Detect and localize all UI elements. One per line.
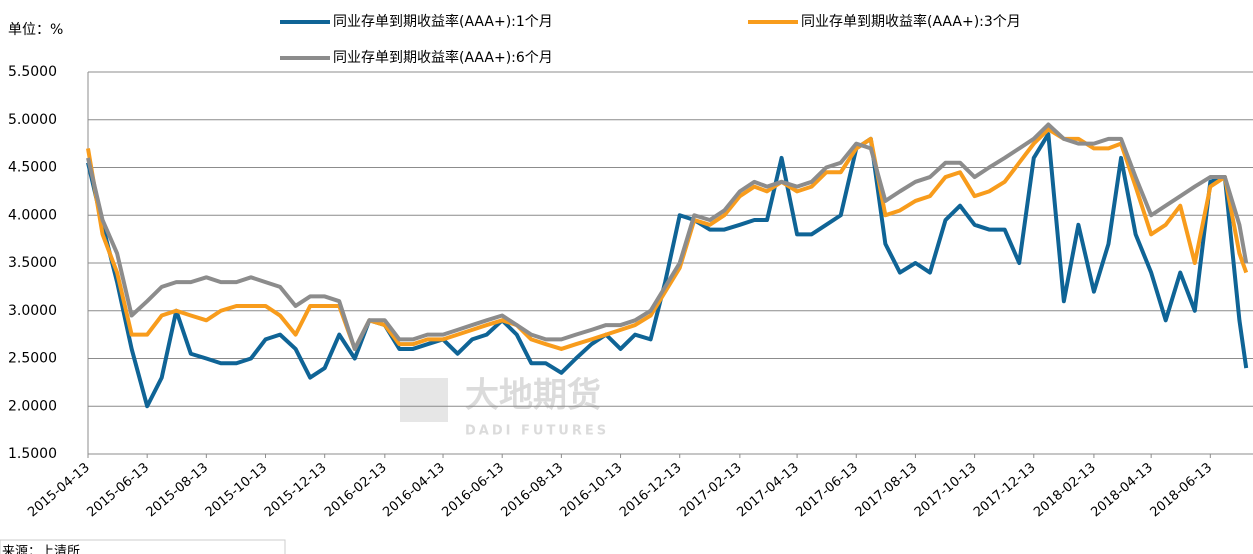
y-tick-label: 2.5000	[8, 351, 57, 367]
x-tick-label: 2018-04-13	[1088, 460, 1156, 520]
x-tick-label: 2015-08-13	[144, 460, 212, 520]
x-tick-label: 2017-08-13	[853, 460, 921, 520]
x-tick-label: 2017-04-13	[734, 460, 802, 520]
source-box	[0, 539, 286, 554]
x-tick-label: 2016-04-13	[380, 460, 448, 520]
y-tick-label: 5.5000	[8, 64, 57, 80]
x-tick-label: 2016-02-13	[322, 460, 390, 520]
y-tick-label: 4.0000	[8, 207, 57, 223]
x-tick-label: 2017-02-13	[677, 460, 745, 520]
unit-label: 单位：%	[8, 22, 63, 38]
x-tick-label: 2016-10-13	[558, 460, 626, 520]
y-tick-label: 2.0000	[8, 398, 57, 414]
y-tick-label: 5.0000	[8, 112, 57, 128]
y-tick-label: 3.5000	[8, 255, 57, 271]
x-tick-label: 2015-10-13	[203, 460, 271, 520]
y-tick-label: 3.0000	[8, 303, 57, 319]
y-tick-label: 4.5000	[8, 160, 57, 176]
watermark: 大地期货 DADI FUTURES	[400, 376, 609, 439]
series-line	[86, 132, 1249, 409]
x-tick-label: 2016-12-13	[617, 460, 685, 520]
x-tick-label: 2017-06-13	[794, 460, 862, 520]
x-tick-label: 2015-04-13	[25, 460, 93, 520]
source: 来源：上清所	[2, 545, 80, 554]
x-tick-label: 2017-12-13	[971, 460, 1039, 520]
x-tick-label: 2016-08-13	[499, 460, 567, 520]
x-tick-label: 2016-06-13	[439, 460, 507, 520]
x-tick-label: 2018-06-13	[1148, 460, 1216, 520]
watermark-cn: 大地期货	[465, 376, 601, 416]
legend-label: 同业存单到期收益率(AAA+):6个月	[333, 49, 553, 66]
x-tick-label: 2015-06-13	[84, 460, 152, 520]
watermark-logo	[400, 378, 448, 422]
legend-label: 同业存单到期收益率(AAA+):3个月	[801, 13, 1021, 30]
legend-label: 同业存单到期收益率(AAA+):1个月	[333, 13, 553, 30]
x-tick-label: 2015-12-13	[262, 460, 330, 520]
series-line	[86, 122, 1249, 351]
y-tick-label: 1.5000	[8, 446, 57, 462]
series-line	[86, 127, 1249, 351]
watermark-en: DADI FUTURES	[465, 424, 609, 439]
x-tick-label: 2017-10-13	[912, 460, 980, 520]
x-tick-label: 2018-02-13	[1031, 460, 1099, 520]
